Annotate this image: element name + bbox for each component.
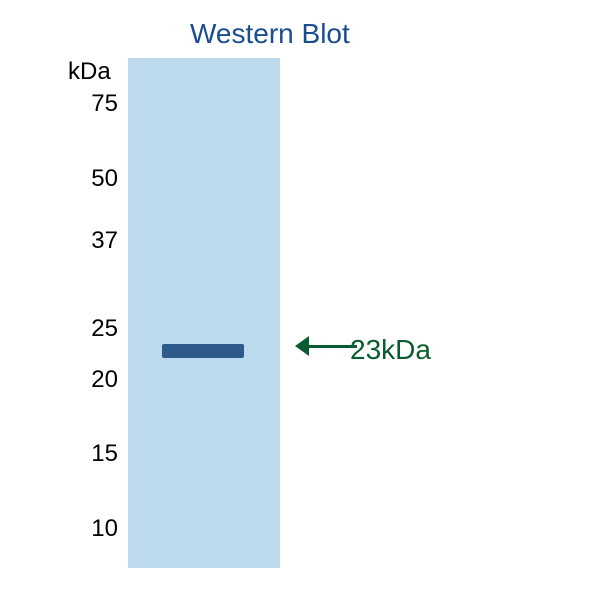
- marker-label: 37: [68, 227, 118, 255]
- marker-label: 50: [68, 165, 118, 193]
- western-blot-figure: Western Blot kDa 75 50 37 25 20 15 10 23kDa: [0, 0, 600, 600]
- protein-band: [162, 344, 244, 358]
- band-annotation: 23kDa: [295, 336, 357, 356]
- annotation-label: 23kDa: [350, 334, 431, 366]
- marker-label: 75: [68, 90, 118, 118]
- blot-lane: [128, 58, 280, 568]
- marker-label: 25: [68, 315, 118, 343]
- figure-title: Western Blot: [190, 18, 350, 50]
- marker-label: 10: [68, 515, 118, 543]
- marker-label: 20: [68, 366, 118, 394]
- unit-label: kDa: [68, 58, 111, 86]
- marker-label: 15: [68, 440, 118, 468]
- arrow-left-icon: [295, 336, 309, 356]
